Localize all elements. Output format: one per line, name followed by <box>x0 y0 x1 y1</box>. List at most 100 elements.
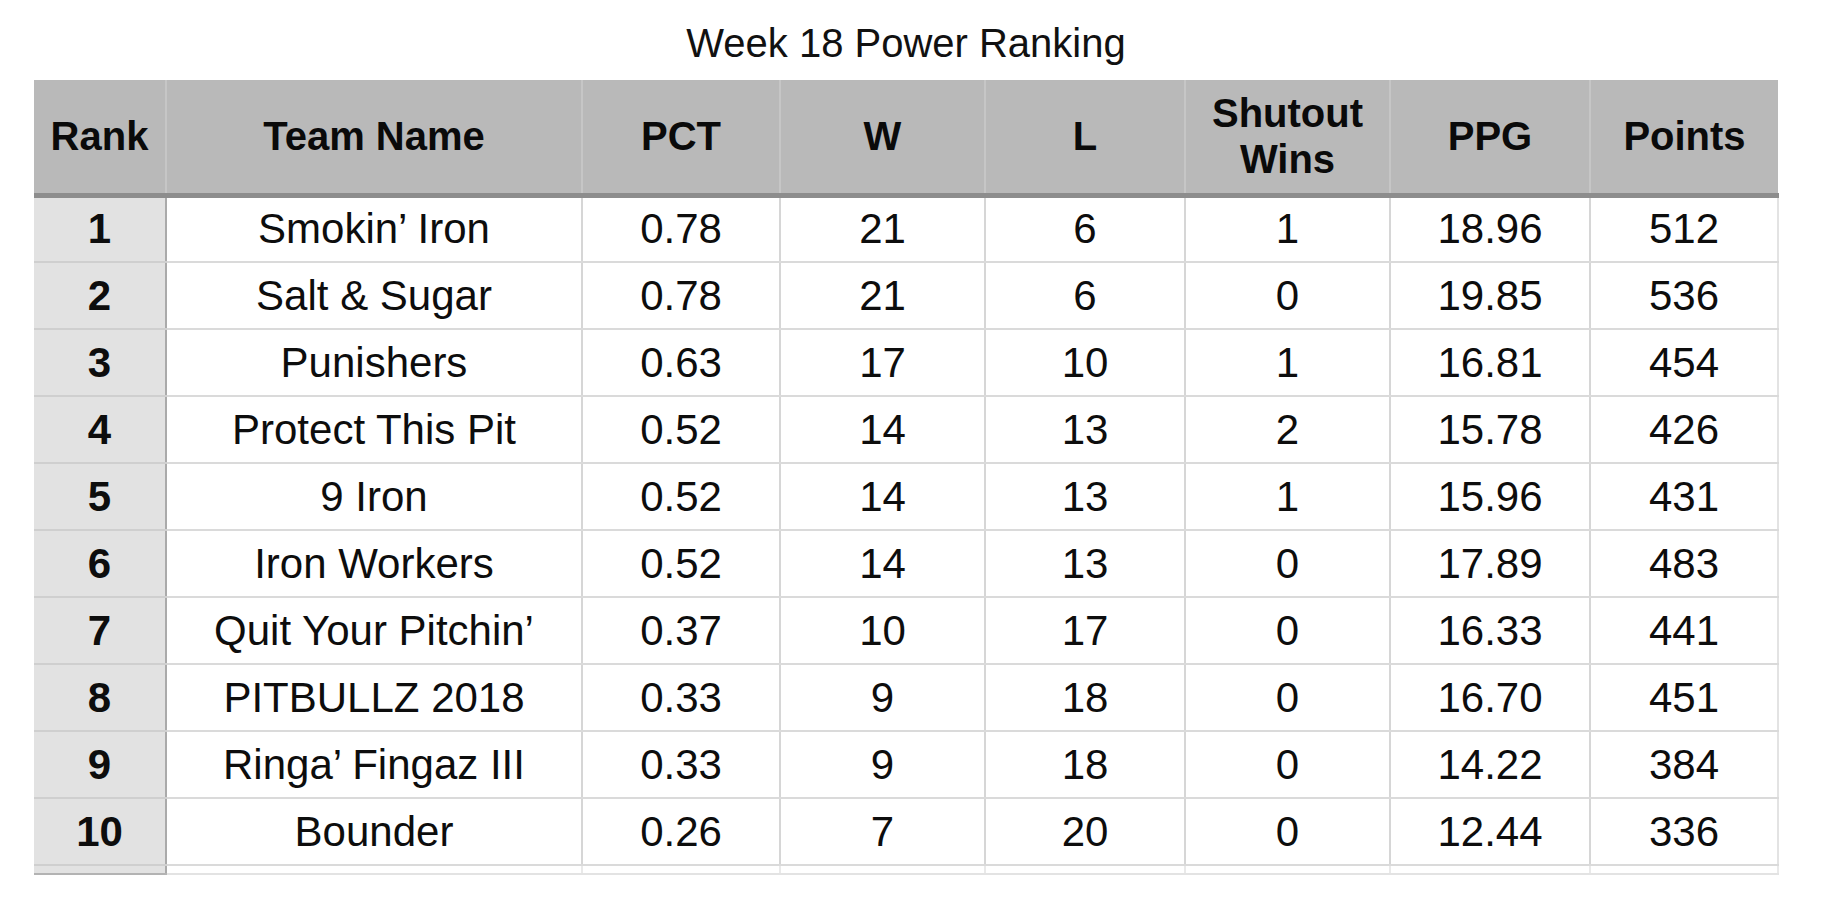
team-name-cell: 9 Iron <box>166 463 582 530</box>
shutout-wins-cell: 1 <box>1185 329 1390 396</box>
rank-cell: 2 <box>34 262 166 329</box>
wins-cell: 21 <box>780 262 985 329</box>
rank-cell: 1 <box>34 195 166 262</box>
table-row: 1 Smokin’ Iron 0.78 21 6 1 18.96 512 <box>34 195 1778 262</box>
column-header-ppg: PPG <box>1390 80 1590 195</box>
ppg-cell: 16.81 <box>1390 329 1590 396</box>
table-row: 4 Protect This Pit 0.52 14 13 2 15.78 42… <box>34 396 1778 463</box>
points-cell: 454 <box>1590 329 1778 396</box>
header-row: Rank Team Name PCT W L Shutout Wins PPG … <box>34 80 1778 195</box>
wins-cell: 10 <box>780 597 985 664</box>
team-name-cell: Punishers <box>166 329 582 396</box>
points-cell: 483 <box>1590 530 1778 597</box>
pct-cell: 0.52 <box>582 530 780 597</box>
wins-cell: 14 <box>780 530 985 597</box>
table-row: 9 Ringa’ Fingaz III 0.33 9 18 0 14.22 38… <box>34 731 1778 798</box>
column-header-wins: W <box>780 80 985 195</box>
points-cell: 512 <box>1590 195 1778 262</box>
power-ranking-table: Rank Team Name PCT W L Shutout Wins PPG … <box>34 80 1779 875</box>
team-name-cell: Salt & Sugar <box>166 262 582 329</box>
shutout-wins-cell: 0 <box>1185 664 1390 731</box>
ppg-cell: 17.89 <box>1390 530 1590 597</box>
wins-cell: 21 <box>780 195 985 262</box>
table-row: 3 Punishers 0.63 17 10 1 16.81 454 <box>34 329 1778 396</box>
column-header-losses: L <box>985 80 1185 195</box>
pct-cell: 0.52 <box>582 463 780 530</box>
wins-cell: 17 <box>780 329 985 396</box>
table-row: 7 Quit Your Pitchin’ 0.37 10 17 0 16.33 … <box>34 597 1778 664</box>
column-header-rank: Rank <box>34 80 166 195</box>
shutout-wins-cell: 0 <box>1185 731 1390 798</box>
losses-cell: 6 <box>985 195 1185 262</box>
team-name-cell: PITBULLZ 2018 <box>166 664 582 731</box>
shutout-wins-cell: 0 <box>1185 597 1390 664</box>
shutout-wins-cell: 1 <box>1185 463 1390 530</box>
page-title: Week 18 Power Ranking <box>34 16 1778 70</box>
wins-cell <box>780 865 985 874</box>
table-row: 10 Bounder 0.26 7 20 0 12.44 336 <box>34 798 1778 865</box>
points-cell <box>1590 865 1778 874</box>
ppg-cell: 19.85 <box>1390 262 1590 329</box>
shutout-wins-cell <box>1185 865 1390 874</box>
team-name-cell: Quit Your Pitchin’ <box>166 597 582 664</box>
partial-row <box>34 865 1778 874</box>
wins-cell: 9 <box>780 664 985 731</box>
rank-cell: 9 <box>34 731 166 798</box>
wins-cell: 14 <box>780 463 985 530</box>
wins-cell: 9 <box>780 731 985 798</box>
points-cell: 451 <box>1590 664 1778 731</box>
team-name-cell: Smokin’ Iron <box>166 195 582 262</box>
pct-cell: 0.78 <box>582 195 780 262</box>
ppg-cell <box>1390 865 1590 874</box>
points-cell: 426 <box>1590 396 1778 463</box>
shutout-wins-cell: 0 <box>1185 262 1390 329</box>
rank-cell: 4 <box>34 396 166 463</box>
ppg-cell: 15.96 <box>1390 463 1590 530</box>
points-cell: 336 <box>1590 798 1778 865</box>
ppg-cell: 15.78 <box>1390 396 1590 463</box>
pct-cell: 0.26 <box>582 798 780 865</box>
column-header-team-name: Team Name <box>166 80 582 195</box>
team-name-cell: Protect This Pit <box>166 396 582 463</box>
points-cell: 441 <box>1590 597 1778 664</box>
ppg-cell: 18.96 <box>1390 195 1590 262</box>
pct-cell: 0.33 <box>582 731 780 798</box>
points-cell: 536 <box>1590 262 1778 329</box>
losses-cell: 13 <box>985 463 1185 530</box>
shutout-wins-cell: 2 <box>1185 396 1390 463</box>
shutout-wins-cell: 0 <box>1185 530 1390 597</box>
pct-cell: 0.78 <box>582 262 780 329</box>
losses-cell: 6 <box>985 262 1185 329</box>
ppg-cell: 16.70 <box>1390 664 1590 731</box>
column-header-shutout-wins: Shutout Wins <box>1185 80 1390 195</box>
table-row: 5 9 Iron 0.52 14 13 1 15.96 431 <box>34 463 1778 530</box>
table-row: 8 PITBULLZ 2018 0.33 9 18 0 16.70 451 <box>34 664 1778 731</box>
rank-cell: 5 <box>34 463 166 530</box>
shutout-wins-cell: 1 <box>1185 195 1390 262</box>
team-name-cell: Ringa’ Fingaz III <box>166 731 582 798</box>
column-header-pct: PCT <box>582 80 780 195</box>
ppg-cell: 14.22 <box>1390 731 1590 798</box>
losses-cell: 18 <box>985 664 1185 731</box>
rank-cell: 3 <box>34 329 166 396</box>
table-row: 2 Salt & Sugar 0.78 21 6 0 19.85 536 <box>34 262 1778 329</box>
losses-cell: 10 <box>985 329 1185 396</box>
losses-cell: 13 <box>985 530 1185 597</box>
power-ranking-page: Week 18 Power Ranking Rank Team Name PCT… <box>0 0 1822 916</box>
table-row: 6 Iron Workers 0.52 14 13 0 17.89 483 <box>34 530 1778 597</box>
points-cell: 431 <box>1590 463 1778 530</box>
team-name-cell <box>166 865 582 874</box>
wins-cell: 14 <box>780 396 985 463</box>
points-cell: 384 <box>1590 731 1778 798</box>
losses-cell: 17 <box>985 597 1185 664</box>
rank-cell: 7 <box>34 597 166 664</box>
ppg-cell: 12.44 <box>1390 798 1590 865</box>
rank-cell: 10 <box>34 798 166 865</box>
pct-cell <box>582 865 780 874</box>
rank-cell <box>34 865 166 874</box>
pct-cell: 0.37 <box>582 597 780 664</box>
team-name-cell: Bounder <box>166 798 582 865</box>
losses-cell <box>985 865 1185 874</box>
pct-cell: 0.52 <box>582 396 780 463</box>
losses-cell: 18 <box>985 731 1185 798</box>
